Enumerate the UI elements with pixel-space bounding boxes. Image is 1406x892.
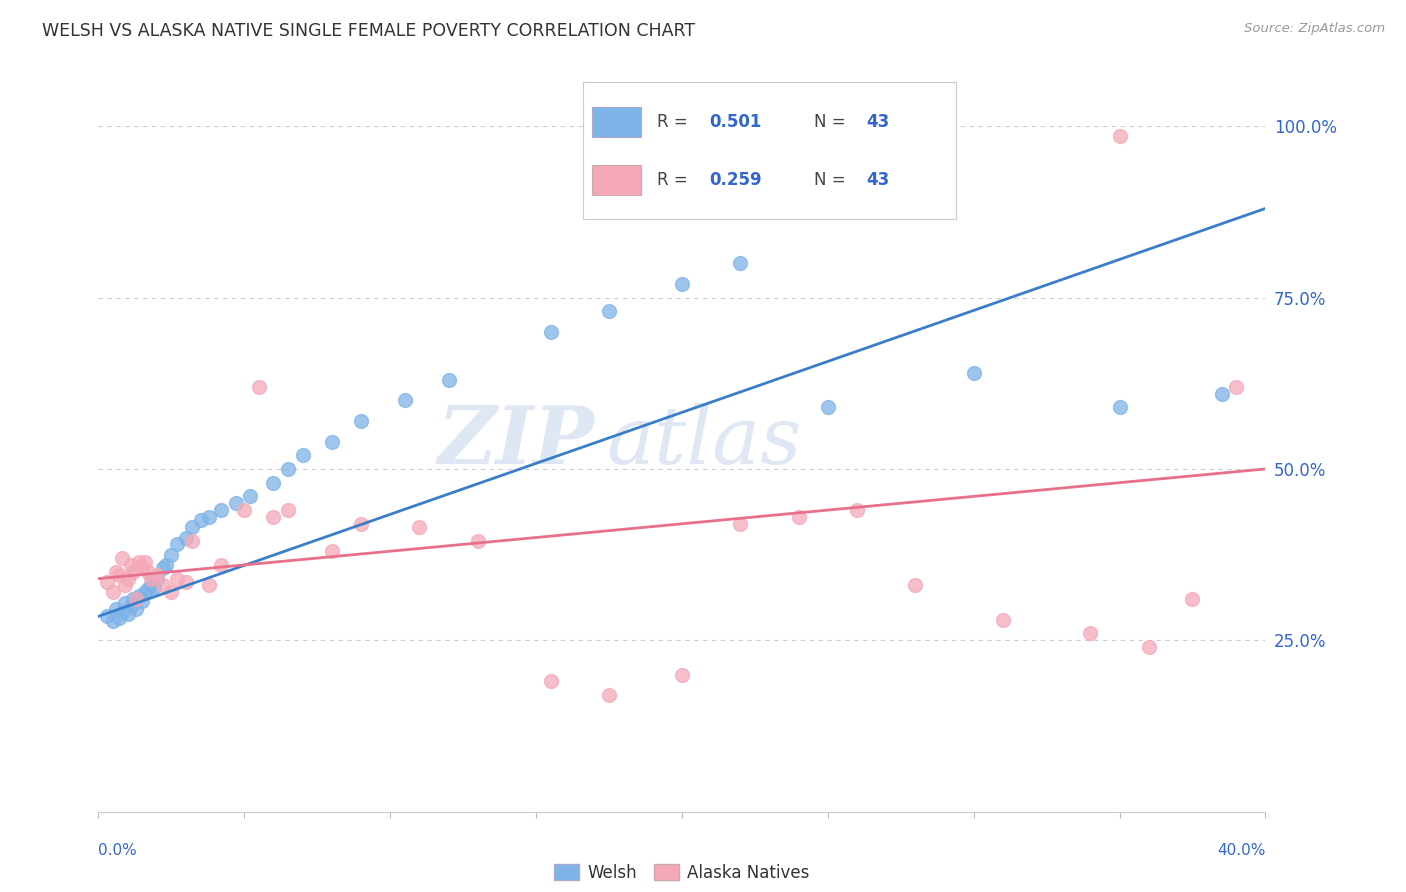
Point bbox=[247, 380, 270, 394]
Point bbox=[321, 544, 343, 558]
Point bbox=[117, 607, 139, 622]
Point bbox=[174, 531, 197, 545]
Point bbox=[728, 516, 751, 531]
Legend: Welsh, Alaska Natives: Welsh, Alaska Natives bbox=[547, 857, 817, 888]
Point bbox=[209, 558, 232, 572]
Point bbox=[101, 585, 124, 599]
Point bbox=[262, 510, 284, 524]
Point bbox=[131, 561, 153, 575]
Point bbox=[111, 551, 134, 566]
Point bbox=[540, 674, 562, 689]
Point bbox=[146, 568, 169, 582]
Point bbox=[845, 503, 868, 517]
Point bbox=[120, 599, 142, 613]
Point bbox=[239, 489, 262, 503]
Point bbox=[122, 565, 145, 579]
Point bbox=[104, 565, 127, 579]
Point bbox=[728, 256, 751, 270]
Point bbox=[225, 496, 247, 510]
Point bbox=[160, 585, 183, 599]
Text: atlas: atlas bbox=[606, 403, 801, 480]
Point bbox=[408, 520, 430, 534]
Point bbox=[180, 520, 202, 534]
Point bbox=[209, 503, 232, 517]
Point bbox=[139, 572, 162, 586]
Point bbox=[160, 548, 183, 562]
Point bbox=[291, 448, 314, 462]
Point bbox=[180, 533, 202, 548]
Point bbox=[134, 585, 156, 599]
Point bbox=[96, 575, 118, 590]
Point bbox=[125, 602, 148, 616]
Point bbox=[136, 582, 159, 596]
Point bbox=[134, 554, 156, 568]
Text: 40.0%: 40.0% bbox=[1218, 843, 1265, 858]
Point bbox=[321, 434, 343, 449]
Point bbox=[1137, 640, 1160, 655]
Point bbox=[114, 578, 136, 592]
Point bbox=[1211, 386, 1233, 401]
Point bbox=[122, 592, 145, 607]
Point bbox=[125, 592, 148, 607]
Text: ZIP: ZIP bbox=[437, 403, 595, 480]
Point bbox=[101, 614, 124, 628]
Point bbox=[146, 572, 169, 586]
Point bbox=[1225, 380, 1247, 394]
Point bbox=[598, 304, 620, 318]
Point bbox=[198, 578, 221, 592]
Point bbox=[104, 602, 127, 616]
Point bbox=[142, 580, 165, 594]
Point bbox=[174, 575, 197, 590]
Point bbox=[155, 558, 177, 572]
Point bbox=[540, 325, 562, 339]
Point bbox=[262, 475, 284, 490]
Point bbox=[394, 393, 416, 408]
Point bbox=[128, 589, 150, 603]
Text: Source: ZipAtlas.com: Source: ZipAtlas.com bbox=[1244, 22, 1385, 36]
Point bbox=[277, 503, 299, 517]
Point bbox=[111, 606, 134, 620]
Point bbox=[904, 578, 927, 592]
Point bbox=[108, 568, 131, 582]
Point bbox=[198, 510, 221, 524]
Point bbox=[350, 414, 373, 428]
Point bbox=[152, 561, 174, 575]
Point bbox=[1108, 401, 1130, 415]
Point bbox=[817, 401, 839, 415]
Point bbox=[166, 537, 188, 551]
Point bbox=[120, 558, 142, 572]
Point bbox=[787, 510, 810, 524]
Point bbox=[190, 513, 212, 527]
Point bbox=[671, 277, 693, 291]
Point bbox=[108, 611, 131, 625]
Point bbox=[991, 613, 1014, 627]
Point bbox=[136, 565, 159, 579]
Point bbox=[131, 593, 153, 607]
Text: 0.0%: 0.0% bbox=[98, 843, 138, 858]
Point bbox=[598, 688, 620, 702]
Point bbox=[1108, 129, 1130, 144]
Point bbox=[139, 578, 162, 592]
Point bbox=[114, 596, 136, 610]
Point bbox=[96, 609, 118, 624]
Text: WELSH VS ALASKA NATIVE SINGLE FEMALE POVERTY CORRELATION CHART: WELSH VS ALASKA NATIVE SINGLE FEMALE POV… bbox=[42, 22, 696, 40]
Point bbox=[166, 572, 188, 586]
Point bbox=[117, 572, 139, 586]
Point bbox=[962, 366, 984, 380]
Point bbox=[277, 462, 299, 476]
Point bbox=[1181, 592, 1204, 607]
Point bbox=[1080, 626, 1102, 640]
Point bbox=[467, 533, 489, 548]
Point bbox=[233, 503, 256, 517]
Point bbox=[128, 554, 150, 568]
Point bbox=[152, 578, 174, 592]
Point bbox=[350, 516, 373, 531]
Point bbox=[671, 667, 693, 681]
Point bbox=[437, 373, 460, 387]
